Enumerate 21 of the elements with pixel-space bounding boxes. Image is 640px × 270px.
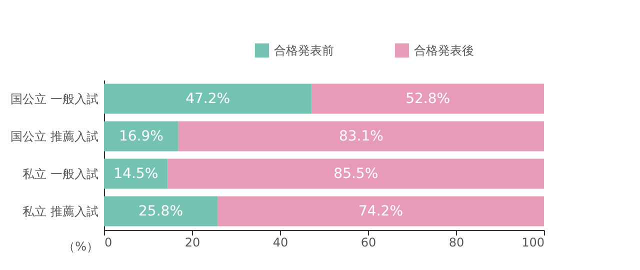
x-tick-label: 0 — [104, 236, 112, 250]
x-tick-label: 80 — [448, 236, 464, 250]
y-tick-label: 私立 一般入試 — [22, 166, 98, 181]
x-tick-label: 40 — [272, 236, 288, 250]
legend-label: 合格発表前 — [274, 43, 334, 58]
data-label: 52.8% — [406, 90, 450, 107]
data-label: 16.9% — [118, 128, 164, 144]
y-tick-label: 国公立 推薦入試 — [10, 129, 98, 144]
x-axis-title: （%） — [63, 240, 98, 254]
y-tick-label: 国公立 一般入試 — [10, 92, 98, 106]
data-label: 85.5% — [334, 166, 378, 182]
data-label: 74.2% — [358, 203, 403, 220]
data-label: 14.5% — [114, 166, 158, 182]
x-tick-label: 20 — [184, 236, 200, 250]
x-tick-label: 100 — [522, 236, 544, 250]
x-tick-label: 60 — [360, 236, 376, 250]
legend-label: 合格発表後 — [414, 43, 474, 58]
y-tick-label: 私立 推薦入試 — [22, 204, 98, 218]
data-label: 83.1% — [338, 128, 384, 144]
data-label: 47.2% — [186, 90, 230, 107]
data-label: 25.8% — [138, 203, 183, 220]
